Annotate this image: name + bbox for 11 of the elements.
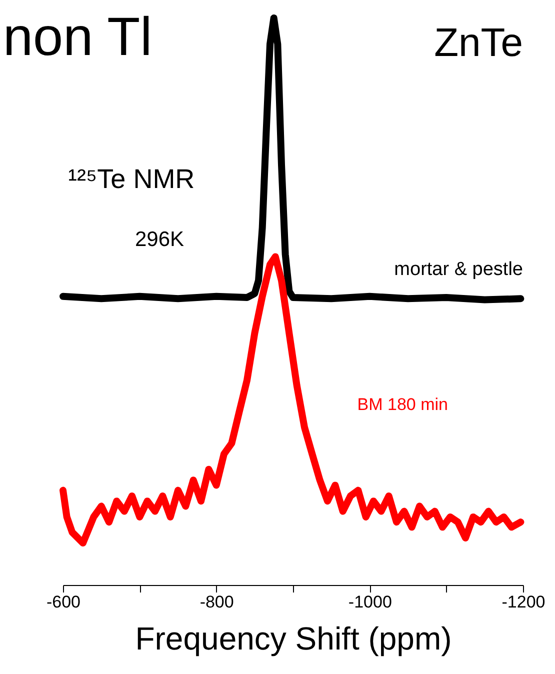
annotation: 296K: [135, 228, 184, 251]
x-tick-label: -1200: [502, 592, 546, 612]
x-tick-label: -1000: [348, 592, 392, 612]
chart-title: non Tl: [3, 7, 152, 67]
x-tick-label: -600: [46, 592, 81, 612]
annotation: ¹²⁵Te NMR: [68, 164, 195, 194]
x-tick-label: -800: [200, 592, 234, 612]
annotation: ZnTe: [434, 21, 523, 65]
text: BM 180 min: [357, 395, 448, 414]
series-label: mortar & pestle: [394, 259, 523, 280]
x-axis-title: Frequency Shift (ppm): [135, 620, 452, 656]
